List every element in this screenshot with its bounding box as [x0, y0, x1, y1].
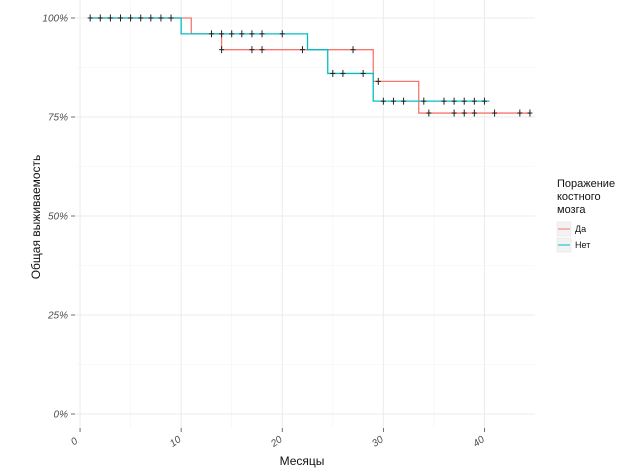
axis-layer: 0% 25% 50% 75% 100% 0 10 20 30 40	[42, 14, 487, 451]
x-tick-label: 20	[268, 434, 285, 450]
y-tick-label: 100%	[42, 14, 68, 25]
y-axis-title: Общая выживаемость	[29, 155, 43, 280]
series-layer	[87, 14, 533, 117]
legend-title-line-1: Поражение	[557, 178, 615, 190]
y-tick-label: 0%	[54, 410, 69, 421]
x-tick-label: 10	[168, 434, 184, 450]
legend-title-line-2: костного	[557, 191, 601, 203]
legend-label-no: Нет	[575, 240, 590, 250]
legend-title-line-3: мозга	[557, 204, 586, 216]
x-tick-label: 30	[370, 434, 386, 450]
y-tick-label: 75%	[48, 113, 68, 124]
plot-panel	[75, 0, 535, 428]
y-tick-label: 50%	[48, 212, 68, 223]
legend: Поражение костного мозга Да Нет	[556, 178, 615, 253]
series-line-no	[90, 17, 490, 102]
series-line-yes	[90, 17, 530, 114]
y-tick-label: 25%	[47, 311, 68, 322]
grid-layer	[75, 0, 535, 428]
legend-label-yes: Да	[575, 224, 586, 234]
x-axis-title: Месяцы	[280, 454, 325, 468]
x-tick-label: 40	[471, 434, 487, 450]
x-tick-label: 0	[69, 436, 80, 448]
